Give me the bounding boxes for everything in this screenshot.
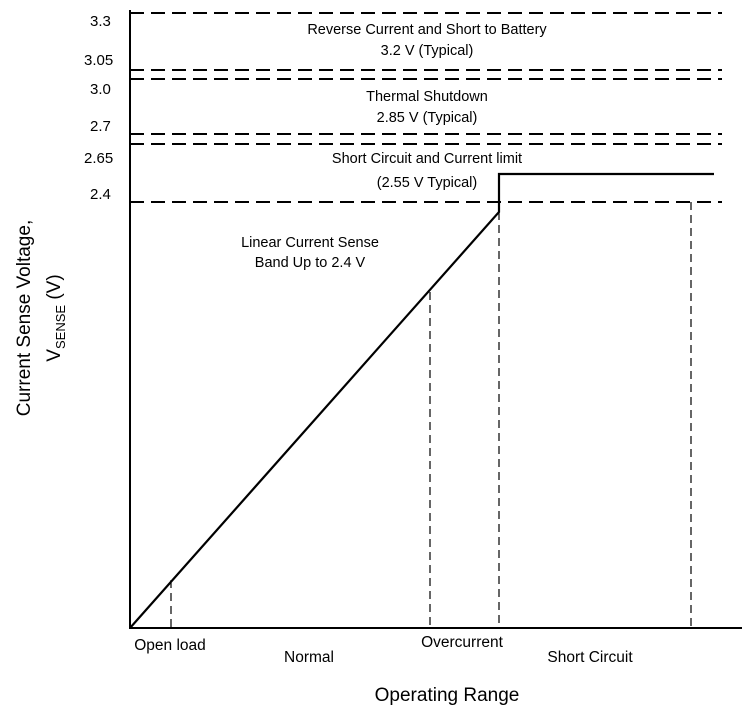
thermal-shutdown-label: Thermal Shutdown xyxy=(366,89,488,105)
x-label-overcurrent: Overcurrent xyxy=(421,634,504,651)
x-label-short-circuit: Short Circuit xyxy=(547,649,633,666)
y-tick-2-7: 2.7 xyxy=(90,118,111,135)
linear-sense-label: Linear Current Sense xyxy=(241,235,379,251)
thermal-shutdown-typical: 2.85 V (Typical) xyxy=(377,110,478,126)
y-tick-3-0: 3.0 xyxy=(90,81,111,98)
sense-voltage-curve xyxy=(129,172,714,629)
x-label-normal: Normal xyxy=(284,649,334,666)
y-axis-title-v: V xyxy=(44,349,65,362)
y-tick-2-4: 2.4 xyxy=(90,186,111,203)
linear-sense-range: Band Up to 2.4 V xyxy=(255,255,366,271)
x-axis-title: Operating Range xyxy=(375,685,520,706)
y-axis-title: Current Sense Voltage, xyxy=(14,220,35,416)
short-circuit-limit-label: Short Circuit and Current limit xyxy=(332,151,522,167)
y-axis-title-symbol: VSENSE (V) xyxy=(44,274,68,361)
y-tick-2-65: 2.65 xyxy=(84,150,113,167)
y-tick-3-05: 3.05 xyxy=(84,52,113,69)
y-tick-3-3: 3.3 xyxy=(90,13,111,30)
y-axis-title-line1: Current Sense Voltage, xyxy=(14,220,35,416)
y-axis-title-unit: (V) xyxy=(44,274,65,305)
reverse-current-typical: 3.2 V (Typical) xyxy=(381,43,474,59)
y-axis-title-sub: SENSE xyxy=(53,305,68,349)
x-label-open-load: Open load xyxy=(134,637,206,654)
reverse-current-label: Reverse Current and Short to Battery xyxy=(307,22,547,38)
short-circuit-limit-typical: (2.55 V Typical) xyxy=(377,175,477,191)
y-axis-title-line2: VSENSE (V) xyxy=(44,274,68,361)
